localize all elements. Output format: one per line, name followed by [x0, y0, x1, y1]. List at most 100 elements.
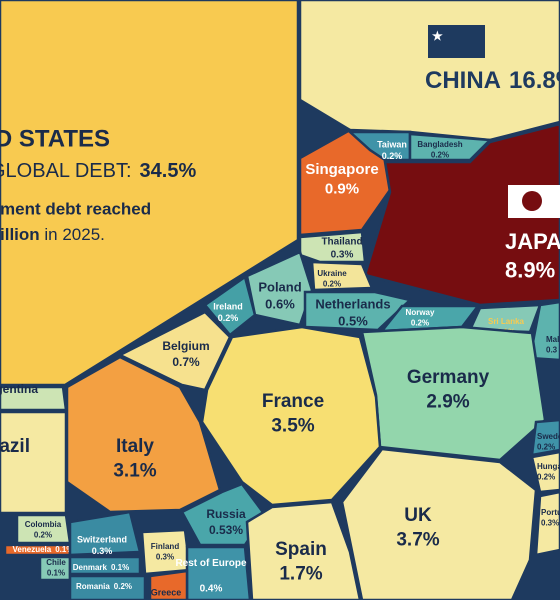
value-label: 16.8%	[509, 67, 560, 94]
cell-name: Chile	[46, 558, 66, 567]
value-label: 0.2%	[537, 443, 555, 452]
cell-name: Argentina	[0, 382, 38, 396]
cell-name: Netherlands	[315, 296, 390, 311]
cell-name: Ukraine	[317, 269, 347, 278]
cell	[530, 450, 560, 494]
value-label: 0.1%	[47, 569, 65, 578]
flag-stars: ★	[432, 29, 443, 43]
value-label: 0.5%	[338, 313, 368, 328]
value-label: 34.5%	[140, 160, 197, 182]
cell	[530, 418, 560, 457]
value-label: 0.9%	[325, 180, 359, 197]
value-label: 0.3%	[156, 553, 174, 562]
name: Rest of Europe	[175, 558, 247, 569]
cell-name: Belgium	[162, 339, 209, 353]
value-label: 0.3%	[331, 250, 354, 261]
cell	[68, 555, 142, 576]
note-rest: in 2025.	[40, 225, 105, 244]
cell-name: Norway	[406, 308, 435, 317]
value-label: 0.2%	[537, 473, 555, 482]
note-line: illion in 2025.	[0, 225, 105, 244]
cell-name: Brazil	[0, 436, 30, 457]
name: Romania	[76, 582, 110, 591]
cell-name: Rest of Europe	[175, 558, 247, 569]
value-label: 0.2%	[382, 151, 403, 161]
cell-name: Denmark 0.1%	[73, 563, 129, 572]
cell	[200, 325, 382, 507]
cell-value: GLOBAL DEBT: 34.5%	[0, 160, 196, 182]
name: Denmark	[73, 563, 108, 572]
cell	[148, 569, 189, 600]
cell-name: Portugal	[541, 508, 560, 517]
value-label: 0.2%	[218, 313, 239, 323]
cell-name: Venezuela 0.1%	[13, 545, 74, 554]
cell	[408, 132, 493, 162]
cell	[340, 447, 538, 600]
cell-name: Singapore	[305, 161, 378, 178]
cell-name: Romania 0.2%	[76, 582, 132, 591]
cell-name: JAPAN	[505, 229, 560, 254]
value-label: 0.2%	[114, 582, 132, 591]
cell-name: CHINA 16.8%	[425, 67, 560, 94]
cell-name: Russia	[206, 507, 246, 521]
cell	[363, 122, 560, 307]
flag	[428, 25, 485, 58]
cell-name: UK	[404, 505, 432, 526]
value-label: 0.3%	[92, 546, 113, 556]
cell	[0, 410, 68, 515]
value-label: 0.2%	[411, 319, 429, 328]
value-label: 0.7%	[172, 355, 200, 369]
cell	[0, 0, 300, 387]
cell-name: Colombia	[25, 520, 62, 529]
cell	[68, 510, 142, 557]
cell	[68, 574, 147, 600]
value-label: 0.2%	[431, 151, 449, 160]
value-label: 0.6%	[265, 296, 295, 311]
cell-name: Mal	[546, 335, 559, 344]
cell-name: Bangladesh	[417, 140, 462, 149]
cell-name: Finland	[151, 542, 180, 551]
note-bold: illion	[0, 225, 40, 244]
cell-name: Poland	[258, 279, 301, 294]
value-label: 0.53%	[209, 523, 243, 537]
cell-name: Sweden	[537, 432, 560, 441]
name: Venezuela	[13, 545, 52, 554]
cell	[310, 260, 374, 292]
value-label: 2.9%	[426, 392, 469, 413]
value-label: 3.5%	[271, 416, 314, 437]
cell	[346, 130, 412, 162]
value-label: 8.9%	[505, 257, 555, 282]
cell-name: France	[262, 391, 324, 412]
note-line: ment debt reached	[0, 199, 151, 218]
cell-name: Switzerland	[77, 534, 127, 544]
cell	[65, 355, 222, 514]
cell	[0, 385, 68, 412]
cell-name: Spain	[275, 539, 327, 560]
prefix: GLOBAL DEBT:	[0, 160, 132, 182]
cell-name: Hungary	[537, 462, 560, 471]
cell-name: Thailand	[321, 237, 362, 248]
cell	[245, 500, 362, 600]
cell-name: Germany	[407, 367, 490, 388]
value-label: 3.7%	[396, 530, 439, 551]
value-label: 1.7%	[279, 564, 322, 585]
value-label: 0.1%	[111, 563, 129, 572]
cell-name: Ireland	[213, 301, 243, 311]
cell-name: UNITED STATES	[0, 125, 110, 152]
value-label: 0.2%	[34, 531, 52, 540]
cell-name: Italy	[116, 436, 154, 457]
cell-name: Greece	[151, 587, 182, 597]
flag-sun	[522, 191, 542, 211]
cell	[534, 490, 560, 557]
value-label: 0.3%	[541, 519, 559, 528]
value-label: 0.3	[546, 346, 558, 355]
cell	[117, 310, 232, 392]
value-label: 0.1%	[55, 545, 73, 554]
cell-name: Taiwan	[377, 139, 407, 149]
value-label: 0.2%	[323, 280, 341, 289]
value-label: 3.1%	[113, 461, 156, 482]
name: CHINA	[425, 67, 501, 94]
cell-name: Sri Lanka	[488, 317, 525, 326]
value-label: 0.4%	[200, 584, 223, 595]
